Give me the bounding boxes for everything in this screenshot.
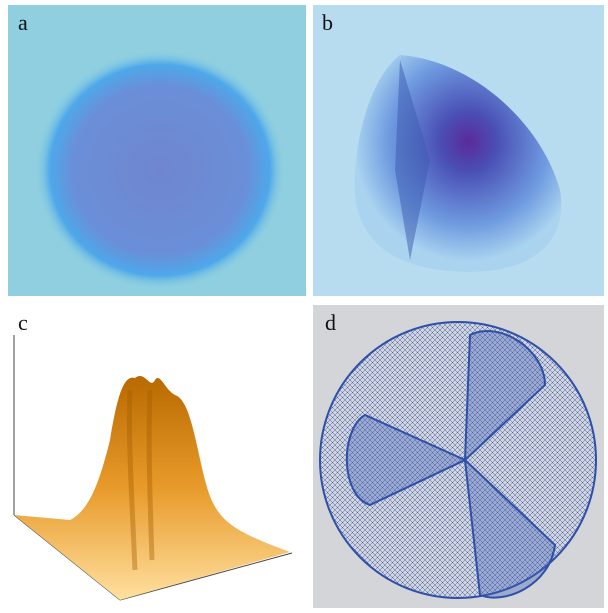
panel-label: a — [18, 10, 28, 35]
panel-a: a — [8, 5, 306, 296]
stain-disc — [35, 50, 285, 290]
page: a b c d (() => { const data = JSON.parse… — [0, 0, 608, 613]
panel-b: b — [313, 5, 604, 296]
panel-c: c — [8, 305, 306, 608]
panel-d: d — [313, 305, 604, 608]
panel-label: d — [325, 310, 336, 335]
figure: a b c d — [0, 0, 608, 613]
panel-label: b — [322, 10, 333, 35]
panel-label: c — [18, 310, 28, 335]
